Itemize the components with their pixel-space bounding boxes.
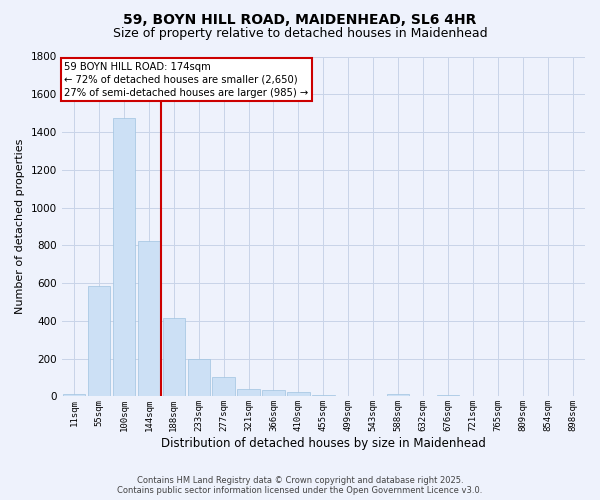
Text: Size of property relative to detached houses in Maidenhead: Size of property relative to detached ho…: [113, 28, 487, 40]
Bar: [137, 240, 160, 396]
Text: Contains HM Land Registry data © Crown copyright and database right 2025.
Contai: Contains HM Land Registry data © Crown c…: [118, 476, 482, 495]
Bar: [238, 389, 260, 396]
Bar: [262, 390, 285, 396]
Bar: [212, 376, 235, 396]
Text: 59, BOYN HILL ROAD, MAIDENHEAD, SL6 4HR: 59, BOYN HILL ROAD, MAIDENHEAD, SL6 4HR: [124, 12, 476, 26]
Bar: [312, 394, 335, 396]
X-axis label: Distribution of detached houses by size in Maidenhead: Distribution of detached houses by size …: [161, 437, 486, 450]
Text: 59 BOYN HILL ROAD: 174sqm
← 72% of detached houses are smaller (2,650)
27% of se: 59 BOYN HILL ROAD: 174sqm ← 72% of detac…: [64, 62, 308, 98]
Bar: [287, 392, 310, 396]
Bar: [113, 118, 135, 396]
Bar: [163, 318, 185, 396]
Bar: [387, 394, 409, 396]
Bar: [188, 358, 210, 397]
Bar: [437, 394, 459, 396]
Bar: [88, 286, 110, 397]
Bar: [63, 394, 85, 396]
Y-axis label: Number of detached properties: Number of detached properties: [15, 139, 25, 314]
